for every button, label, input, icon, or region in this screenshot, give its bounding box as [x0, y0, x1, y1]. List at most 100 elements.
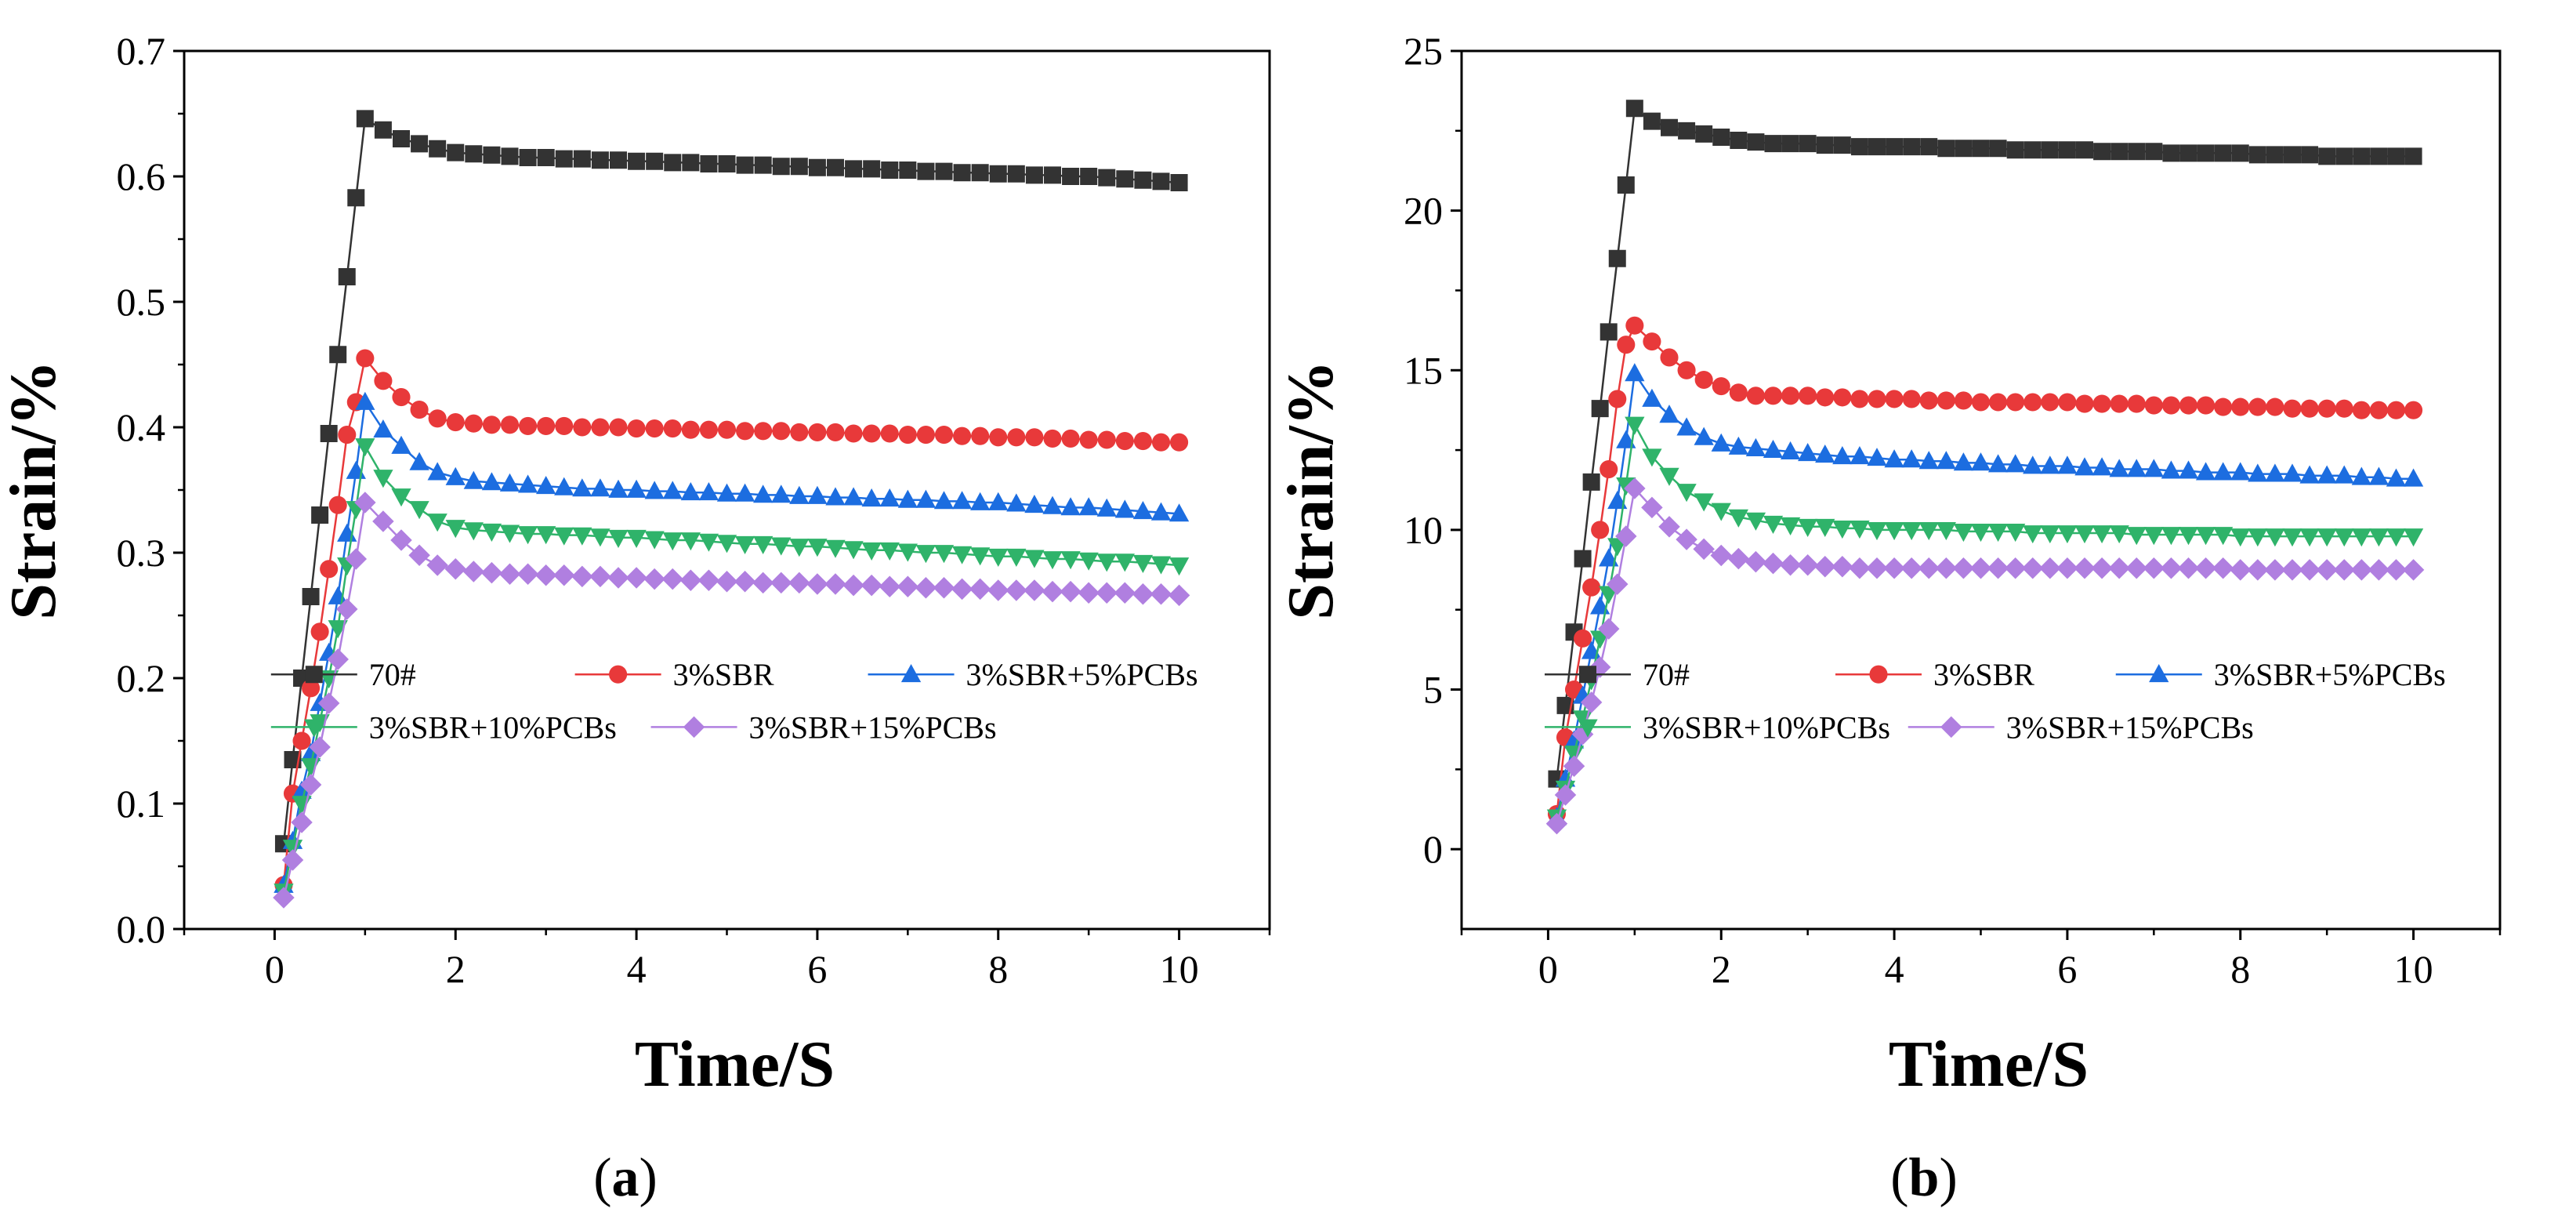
data-point — [1903, 138, 1921, 156]
data-point — [861, 488, 882, 507]
data-point — [427, 462, 447, 481]
data-point — [880, 424, 899, 443]
data-point — [1955, 140, 1973, 158]
data-point — [1643, 332, 1661, 351]
data-point — [480, 561, 503, 584]
data-point — [1114, 582, 1136, 604]
data-point — [754, 422, 773, 441]
data-point — [608, 529, 629, 548]
data-point — [644, 531, 665, 550]
data-point — [1763, 439, 1784, 458]
data-point — [1781, 135, 1799, 153]
data-point — [2126, 527, 2147, 546]
x-tick-label: 2 — [446, 947, 466, 991]
data-point — [498, 563, 521, 585]
data-point — [1676, 528, 1697, 550]
data-point — [1617, 336, 1636, 354]
data-point — [1971, 393, 1991, 412]
data-point — [1641, 496, 1663, 519]
data-point — [1972, 140, 1990, 158]
panel-caption: (b) — [1890, 1148, 1958, 1208]
data-point — [1920, 138, 1938, 156]
data-point — [2386, 401, 2406, 419]
x-tick-label: 4 — [1885, 947, 1904, 991]
data-point — [1727, 547, 1750, 570]
data-point — [2299, 465, 2320, 484]
data-point — [317, 692, 340, 714]
x-axis-title: Time/S — [635, 1028, 835, 1101]
data-point — [554, 527, 574, 546]
data-point — [2317, 528, 2337, 547]
data-point — [1850, 390, 1869, 408]
data-point — [1114, 499, 1135, 518]
data-point — [1867, 448, 1887, 466]
data-point — [680, 482, 701, 501]
data-point — [897, 489, 918, 508]
data-point — [1062, 168, 1080, 185]
data-point — [1582, 578, 1601, 597]
y-tick-label: 0.3 — [117, 531, 166, 575]
data-point — [1151, 433, 1171, 452]
series-2 — [274, 391, 1190, 893]
data-point — [355, 438, 375, 457]
data-point — [879, 575, 900, 597]
data-point — [2126, 459, 2147, 477]
data-point — [1780, 441, 1801, 460]
data-point — [680, 532, 701, 551]
legend-entry: 3%SBR+10%PCBs — [1545, 709, 1890, 745]
data-point — [897, 575, 919, 597]
data-point — [499, 524, 520, 543]
data-point — [1642, 448, 1662, 467]
data-point — [572, 478, 592, 497]
data-point — [1024, 579, 1045, 601]
data-point — [1132, 554, 1154, 573]
data-point — [1044, 166, 1061, 184]
data-point — [537, 416, 556, 435]
series-4 — [273, 492, 1190, 909]
data-point — [1582, 473, 1600, 491]
data-point — [879, 542, 900, 561]
data-point — [590, 478, 610, 497]
data-point — [1764, 135, 1782, 153]
data-point — [554, 477, 574, 495]
data-point — [2160, 557, 2183, 579]
data-point — [537, 149, 555, 166]
data-point — [1617, 176, 1635, 194]
data-point — [771, 484, 792, 503]
data-point — [1133, 432, 1152, 451]
data-point — [842, 574, 864, 597]
data-point — [662, 481, 683, 499]
legend-label: 3%SBR — [673, 657, 774, 692]
data-point — [553, 564, 575, 586]
data-point — [2178, 527, 2199, 546]
data-point — [589, 565, 611, 588]
y-tick-label: 0.5 — [117, 280, 166, 324]
data-point — [1097, 430, 1116, 449]
y-tick-label: 25 — [1404, 29, 1443, 73]
data-point — [2195, 462, 2216, 481]
data-point — [2040, 525, 2060, 544]
data-point — [971, 164, 989, 182]
data-point — [2284, 146, 2301, 164]
legend-label: 3%SBR+15%PCBs — [749, 709, 997, 745]
data-point — [825, 539, 846, 558]
data-point — [2005, 454, 2026, 473]
data-point — [843, 541, 864, 560]
data-point — [445, 520, 466, 539]
data-point — [2039, 557, 2061, 579]
data-point — [1078, 552, 1099, 571]
data-point — [2057, 525, 2078, 544]
data-point — [861, 542, 882, 561]
data-point — [2040, 455, 2060, 474]
data-point — [302, 679, 321, 698]
data-point — [2004, 557, 2027, 579]
data-point — [826, 423, 845, 441]
data-point — [1833, 388, 1852, 407]
data-point — [302, 588, 320, 605]
legend-swatch-marker — [683, 716, 705, 739]
data-point — [664, 154, 682, 172]
data-point — [1728, 436, 1748, 455]
data-point — [310, 622, 329, 641]
data-point — [282, 840, 303, 858]
data-point — [643, 568, 665, 590]
